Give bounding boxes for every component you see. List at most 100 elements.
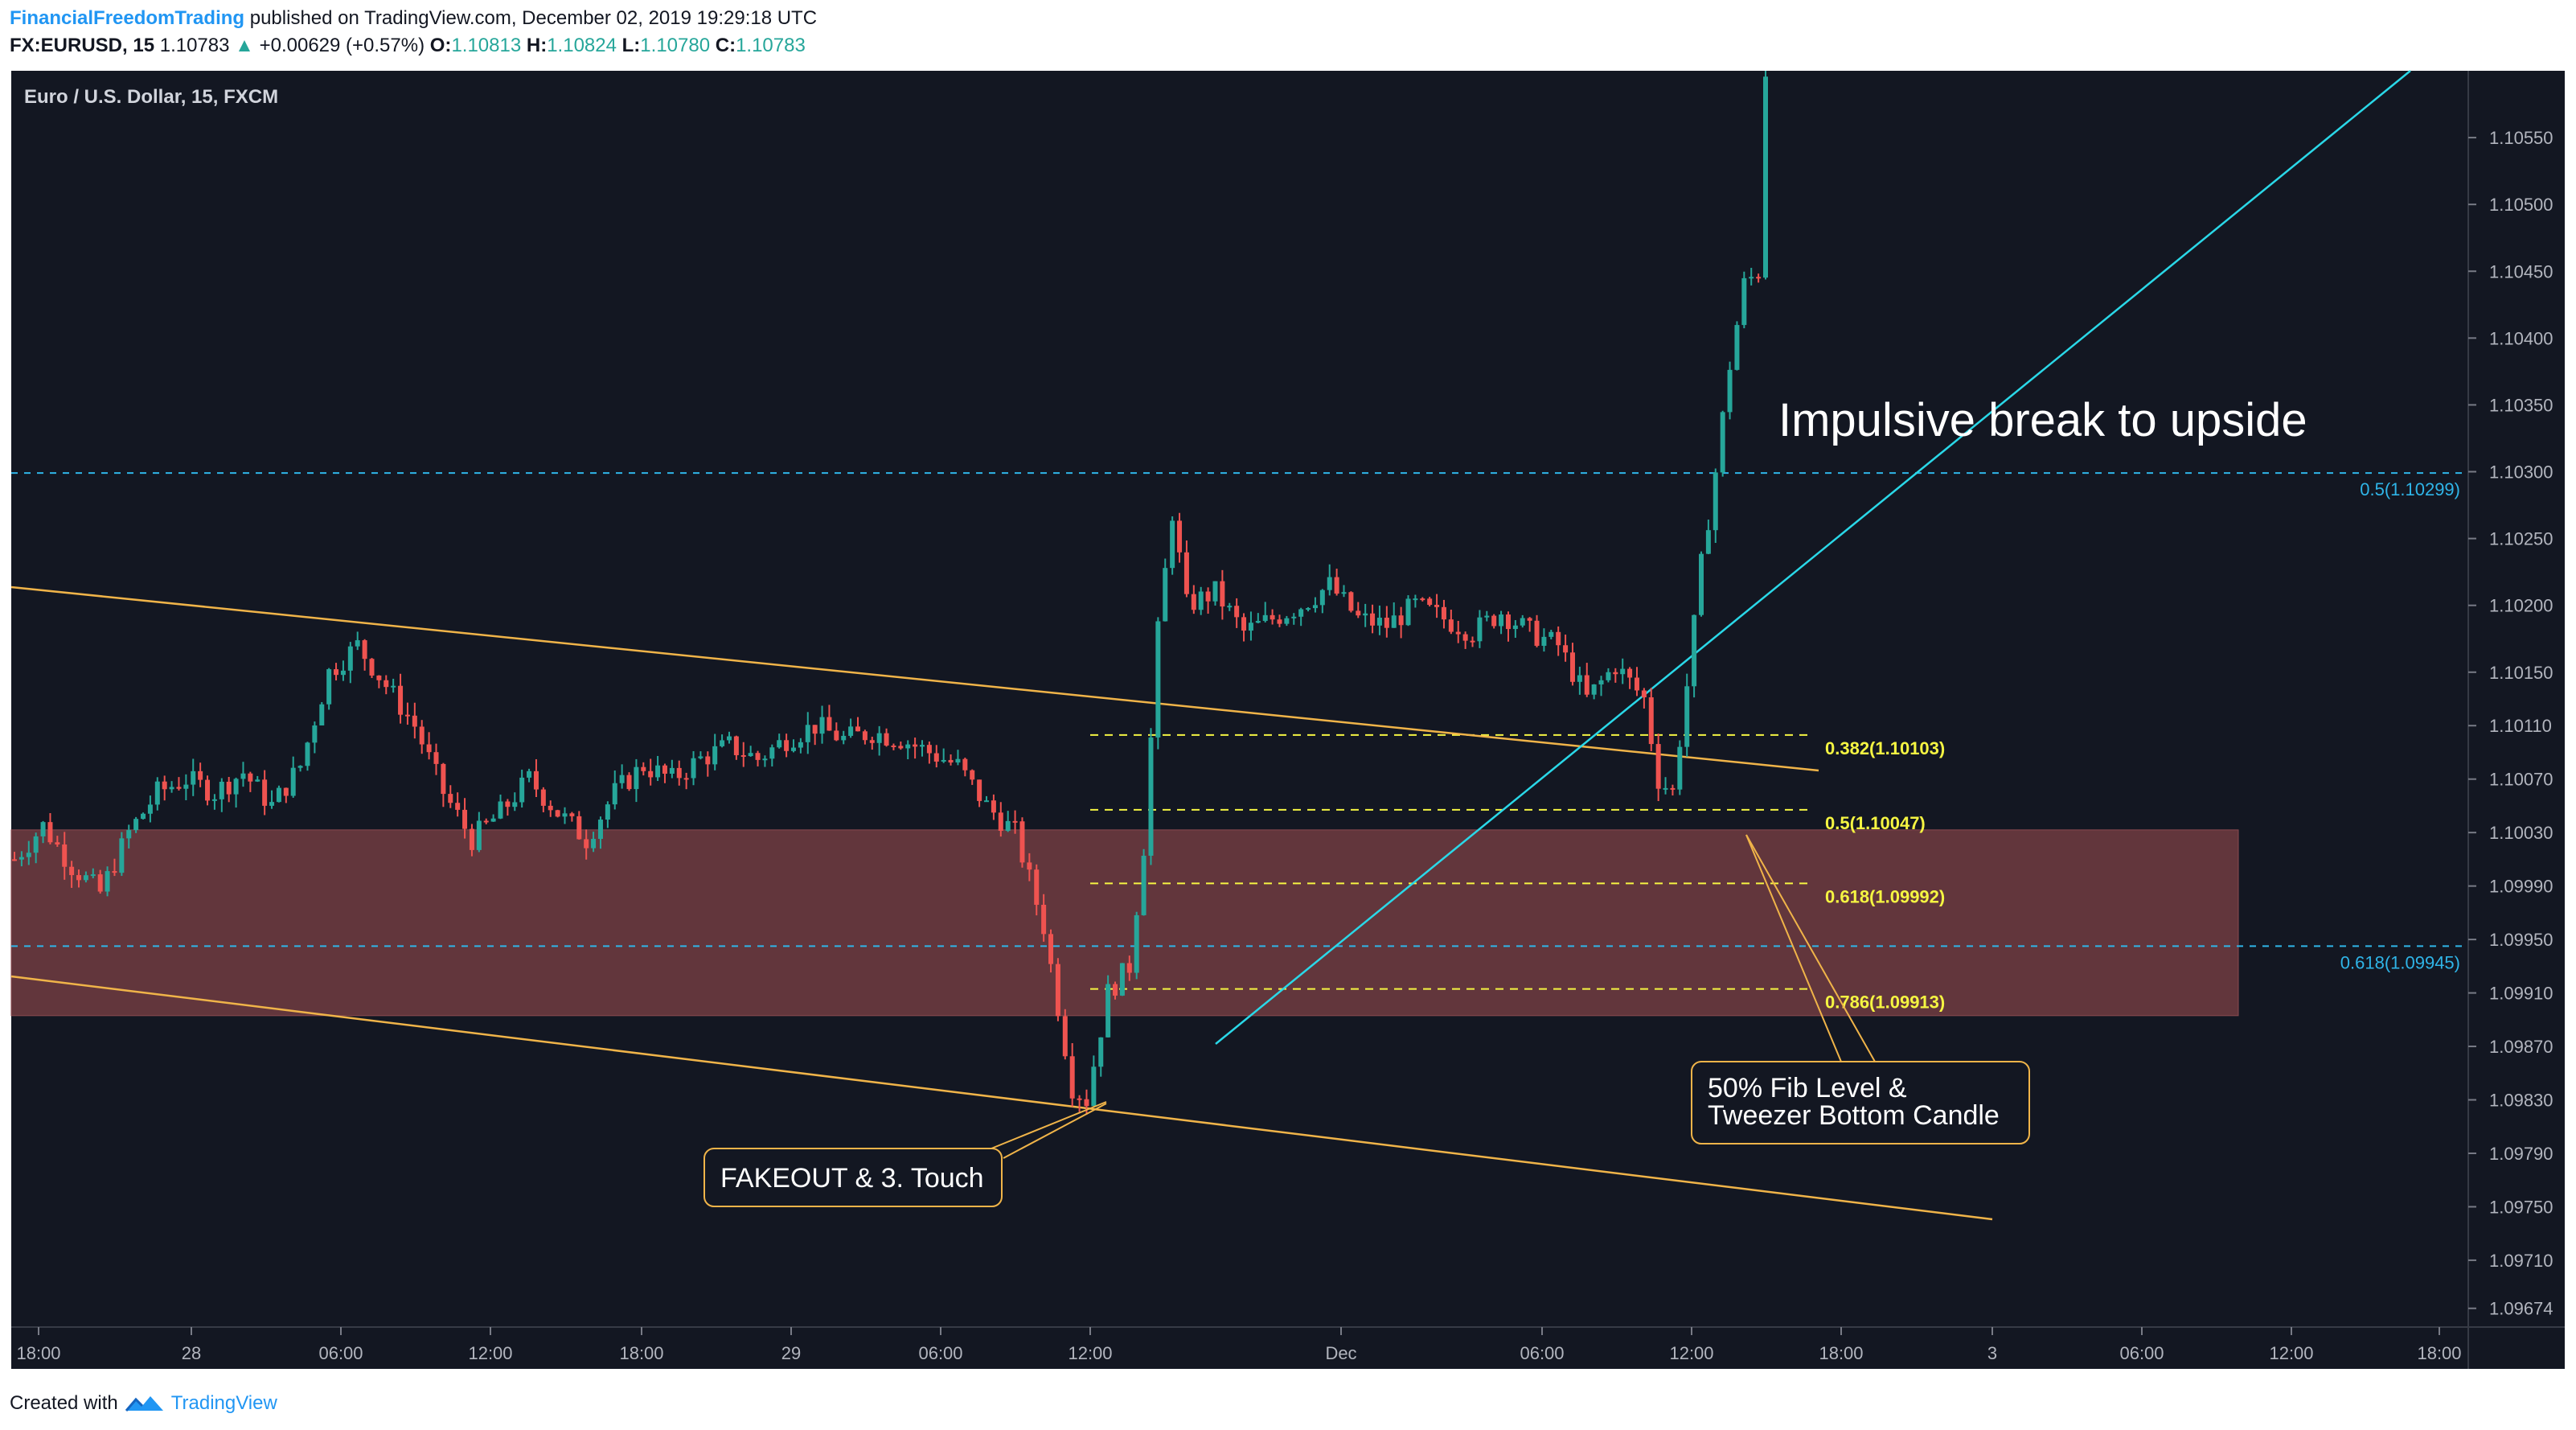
- candle-body[interactable]: [1277, 619, 1282, 624]
- candle-body[interactable]: [1727, 369, 1733, 413]
- candle-body[interactable]: [276, 787, 281, 803]
- candle-body[interactable]: [1069, 1056, 1075, 1099]
- candle-body[interactable]: [1119, 963, 1125, 996]
- candle-body[interactable]: [469, 828, 474, 850]
- candle-body[interactable]: [712, 746, 718, 765]
- candle-body[interactable]: [1376, 617, 1382, 626]
- candle-body[interactable]: [1341, 592, 1347, 594]
- candle-body[interactable]: [827, 717, 832, 731]
- candle-body[interactable]: [1370, 613, 1376, 626]
- candle-body[interactable]: [984, 800, 990, 803]
- candle-body[interactable]: [720, 740, 725, 746]
- candle-body[interactable]: [369, 659, 375, 676]
- price-axis[interactable]: 1.10550 1.10500 1.10450 1.10400 1.10350 1.103…: [2468, 128, 2553, 1319]
- candle-body[interactable]: [1034, 869, 1040, 905]
- candle-body[interactable]: [634, 766, 639, 790]
- candle-body[interactable]: [384, 680, 389, 688]
- candle-body[interactable]: [1113, 984, 1118, 996]
- candle-body[interactable]: [576, 816, 582, 840]
- candle-body[interactable]: [97, 874, 103, 892]
- candle-body[interactable]: [648, 770, 654, 778]
- candle-body[interactable]: [869, 740, 875, 743]
- candle-body[interactable]: [1484, 615, 1490, 618]
- candle-body[interactable]: [255, 779, 260, 782]
- candle-body[interactable]: [1212, 581, 1218, 602]
- candle-body[interactable]: [1155, 621, 1161, 738]
- candle-body[interactable]: [1499, 614, 1504, 627]
- candle-body[interactable]: [1012, 820, 1018, 823]
- candle-body[interactable]: [462, 809, 468, 829]
- candle-body[interactable]: [305, 742, 310, 766]
- candle-body[interactable]: [141, 813, 146, 820]
- candle-body[interactable]: [998, 812, 1003, 832]
- candle-body[interactable]: [798, 742, 803, 748]
- candle-body[interactable]: [970, 770, 975, 780]
- candle-body[interactable]: [569, 813, 575, 816]
- candle-body[interactable]: [941, 759, 946, 762]
- candle-body[interactable]: [1734, 325, 1740, 370]
- candle-body[interactable]: [1284, 618, 1290, 624]
- candle-body[interactable]: [1569, 652, 1575, 682]
- candle-body[interactable]: [169, 787, 174, 790]
- candle-body[interactable]: [1462, 634, 1468, 641]
- candle-body[interactable]: [1306, 608, 1311, 610]
- candle-body[interactable]: [762, 758, 768, 761]
- candle-body[interactable]: [1512, 625, 1518, 630]
- candle-body[interactable]: [769, 747, 775, 759]
- candle-body[interactable]: [26, 853, 31, 857]
- candle-body[interactable]: [555, 810, 560, 817]
- candle-body[interactable]: [340, 670, 346, 676]
- candle-body[interactable]: [1198, 591, 1204, 610]
- candle-body[interactable]: [1170, 520, 1175, 569]
- candle-body[interactable]: [655, 765, 661, 778]
- candle-body[interactable]: [612, 783, 617, 805]
- candle-body[interactable]: [1692, 614, 1697, 687]
- tradingview-brand-link[interactable]: TradingView: [170, 1392, 277, 1414]
- candle-body[interactable]: [1448, 619, 1454, 632]
- candle-body[interactable]: [1520, 618, 1525, 626]
- candle-body[interactable]: [548, 805, 553, 811]
- candle-body[interactable]: [198, 770, 203, 780]
- candle-body[interactable]: [433, 752, 439, 764]
- candle-body[interactable]: [319, 704, 325, 725]
- candle-body[interactable]: [1720, 412, 1725, 473]
- rising-support-line[interactable]: [1215, 70, 2411, 1045]
- candle-body[interactable]: [1427, 598, 1433, 606]
- candle-body[interactable]: [334, 669, 339, 676]
- candle-body[interactable]: [1505, 614, 1511, 630]
- impulsive-break-annotation[interactable]: Impulsive break to upside: [1778, 394, 2307, 446]
- candle-body[interactable]: [1534, 620, 1540, 646]
- author-link[interactable]: FinancialFreedomTrading: [10, 7, 245, 29]
- upper-trendline[interactable]: [10, 586, 1819, 772]
- time-axis[interactable]: 18:00 28 06:00 12:00 18:00 29 06:00 12:00 Dec 06:…: [16, 1327, 2462, 1363]
- candle-body[interactable]: [1477, 617, 1483, 642]
- candle-body[interactable]: [740, 754, 746, 757]
- candle-body[interactable]: [283, 787, 289, 796]
- candle-body[interactable]: [262, 779, 268, 806]
- candle-body[interactable]: [1584, 675, 1589, 695]
- candle-body[interactable]: [1698, 553, 1704, 615]
- candle-body[interactable]: [591, 839, 597, 849]
- candle-body[interactable]: [1270, 614, 1275, 620]
- candle-body[interactable]: [419, 726, 425, 745]
- candle-body[interactable]: [1091, 1066, 1097, 1107]
- candle-body[interactable]: [312, 725, 318, 743]
- candle-body[interactable]: [1763, 76, 1768, 278]
- candle-body[interactable]: [913, 744, 918, 747]
- candle-body[interactable]: [619, 775, 625, 783]
- candle-body[interactable]: [18, 857, 24, 860]
- candle-body[interactable]: [1163, 568, 1168, 622]
- candle-body[interactable]: [1441, 606, 1446, 620]
- candle-body[interactable]: [1670, 787, 1676, 790]
- candle-body[interactable]: [1413, 598, 1418, 601]
- candle-body[interactable]: [105, 871, 110, 892]
- candle-body[interactable]: [597, 820, 603, 840]
- candle-body[interactable]: [841, 735, 847, 741]
- candle-body[interactable]: [1648, 697, 1654, 745]
- support-zone[interactable]: [10, 829, 2239, 1017]
- candle-body[interactable]: [455, 803, 461, 810]
- candle-body[interactable]: [83, 875, 88, 881]
- candle-body[interactable]: [62, 844, 68, 867]
- candle-body[interactable]: [191, 770, 196, 785]
- candle-body[interactable]: [1227, 606, 1233, 608]
